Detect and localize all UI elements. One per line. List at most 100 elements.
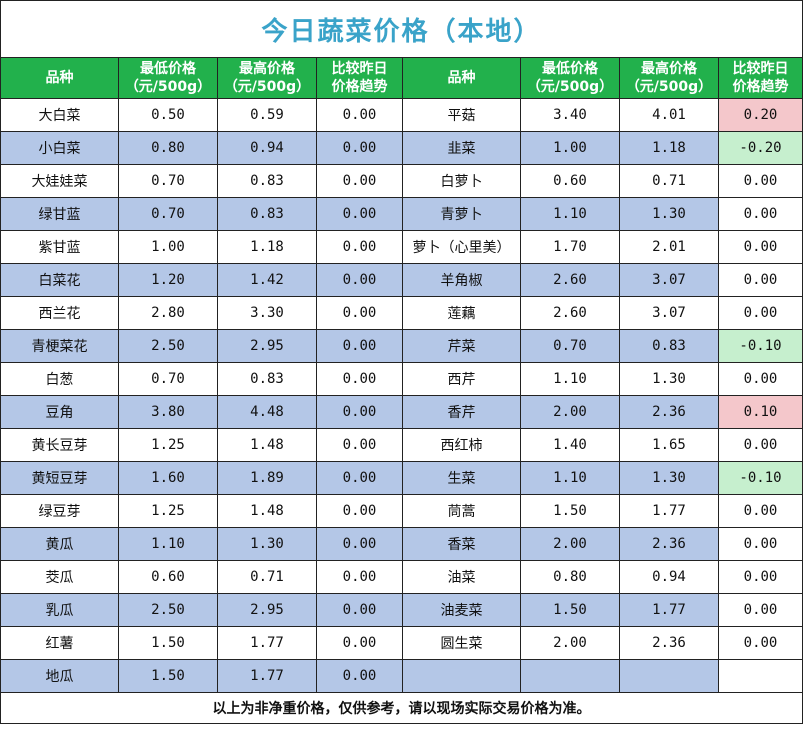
left-min-price-cell: 1.25 (118, 494, 218, 528)
left-max-price-cell: 1.48 (217, 494, 317, 528)
right-price-trend-cell: 0.20 (717, 98, 803, 132)
left-min-price-cell: 1.50 (118, 659, 218, 693)
left-min-price-cell: 0.70 (118, 362, 218, 396)
left-price-trend-cell: 0.00 (316, 98, 403, 132)
left-max-price-cell: 0.71 (217, 560, 317, 594)
header-name-right: 品种 (402, 57, 521, 99)
left-price-trend-cell: 0.00 (316, 395, 403, 429)
left-vegetable-name-cell: 红薯 (0, 626, 119, 660)
right-price-trend-cell: -0.10 (717, 329, 803, 363)
table-row: 茭瓜 0.60 0.71 0.00 油菜 0.80 0.94 0.00 (0, 560, 803, 594)
right-price-trend-cell: -0.10 (717, 461, 803, 495)
right-min-price-cell: 2.00 (520, 527, 620, 561)
left-vegetable-name-cell: 黄瓜 (0, 527, 119, 561)
table-row: 黄瓜 1.10 1.30 0.00 香菜 2.00 2.36 0.00 (0, 527, 803, 561)
left-price-trend-cell: 0.00 (316, 197, 403, 231)
right-min-price-cell: 2.60 (520, 296, 620, 330)
left-min-price-cell: 0.70 (118, 164, 218, 198)
right-price-trend-cell: 0.00 (717, 494, 803, 528)
right-vegetable-name-cell: 西芹 (402, 362, 521, 396)
right-min-price-cell (520, 659, 620, 693)
left-min-price-cell: 1.00 (118, 230, 218, 264)
right-max-price-cell: 1.77 (619, 494, 719, 528)
left-max-price-cell: 1.30 (217, 527, 317, 561)
left-max-price-cell: 0.83 (217, 197, 317, 231)
right-max-price-cell: 1.30 (619, 362, 719, 396)
table-row: 乳瓜 2.50 2.95 0.00 油麦菜 1.50 1.77 0.00 (0, 593, 803, 627)
right-min-price-cell: 1.50 (520, 593, 620, 627)
right-vegetable-name-cell: 白萝卜 (402, 164, 521, 198)
right-price-trend-cell (717, 659, 803, 693)
left-max-price-cell: 3.30 (217, 296, 317, 330)
table-row: 黄长豆芽 1.25 1.48 0.00 西红柿 1.40 1.65 0.00 (0, 428, 803, 462)
header-trend-label: 比较昨日 (331, 61, 388, 77)
left-max-price-cell: 0.83 (217, 164, 317, 198)
right-max-price-cell: 3.07 (619, 296, 719, 330)
right-max-price-cell: 1.77 (619, 593, 719, 627)
left-max-price-cell: 4.48 (217, 395, 317, 429)
header-high-unit: （元/500g） (625, 79, 713, 95)
left-min-price-cell: 0.60 (118, 560, 218, 594)
right-vegetable-name-cell: 油麦菜 (402, 593, 521, 627)
header-trend-right: 比较昨日 价格趋势 (717, 57, 803, 99)
right-min-price-cell: 0.80 (520, 560, 620, 594)
right-vegetable-name-cell: 羊角椒 (402, 263, 521, 297)
right-price-trend-cell: 0.00 (717, 527, 803, 561)
header-low-right: 最低价格 （元/500g） (520, 57, 620, 99)
left-price-trend-cell: 0.00 (316, 263, 403, 297)
right-min-price-cell: 2.60 (520, 263, 620, 297)
left-price-trend-cell: 0.00 (316, 428, 403, 462)
right-vegetable-name-cell: 莲藕 (402, 296, 521, 330)
left-price-trend-cell: 0.00 (316, 362, 403, 396)
right-vegetable-name-cell (402, 659, 521, 693)
left-min-price-cell: 0.50 (118, 98, 218, 132)
left-vegetable-name-cell: 大白菜 (0, 98, 119, 132)
left-min-price-cell: 2.50 (118, 593, 218, 627)
header-trend-label-2: 价格趋势 (732, 79, 789, 95)
table-row: 黄短豆芽 1.60 1.89 0.00 生菜 1.10 1.30 -0.10 (0, 461, 803, 495)
right-min-price-cell: 1.50 (520, 494, 620, 528)
right-min-price-cell: 0.70 (520, 329, 620, 363)
right-price-trend-cell: 0.00 (717, 560, 803, 594)
left-vegetable-name-cell: 青梗菜花 (0, 329, 119, 363)
header-high-left: 最高价格 （元/500g） (217, 57, 317, 99)
left-max-price-cell: 2.95 (217, 593, 317, 627)
header-high-label: 最高价格 (239, 61, 295, 77)
page-title: 今日蔬菜价格（本地） (0, 0, 803, 58)
header-name-left: 品种 (0, 57, 119, 99)
right-vegetable-name-cell: 萝卜（心里美） (402, 230, 521, 264)
right-vegetable-name-cell: 西红柿 (402, 428, 521, 462)
right-max-price-cell: 4.01 (619, 98, 719, 132)
left-max-price-cell: 0.83 (217, 362, 317, 396)
left-max-price-cell: 1.42 (217, 263, 317, 297)
header-trend-label-2: 价格趋势 (331, 79, 388, 95)
left-vegetable-name-cell: 黄短豆芽 (0, 461, 119, 495)
left-price-trend-cell: 0.00 (316, 527, 403, 561)
left-min-price-cell: 1.10 (118, 527, 218, 561)
right-min-price-cell: 1.40 (520, 428, 620, 462)
right-min-price-cell: 1.10 (520, 362, 620, 396)
left-price-trend-cell: 0.00 (316, 230, 403, 264)
left-price-trend-cell: 0.00 (316, 626, 403, 660)
right-vegetable-name-cell: 香菜 (402, 527, 521, 561)
left-vegetable-name-cell: 乳瓜 (0, 593, 119, 627)
right-max-price-cell: 1.30 (619, 461, 719, 495)
left-max-price-cell: 1.18 (217, 230, 317, 264)
right-price-trend-cell: 0.00 (717, 296, 803, 330)
left-price-trend-cell: 0.00 (316, 164, 403, 198)
left-max-price-cell: 2.95 (217, 329, 317, 363)
header-high-unit: （元/500g） (223, 79, 311, 95)
right-min-price-cell: 1.00 (520, 131, 620, 165)
left-vegetable-name-cell: 黄长豆芽 (0, 428, 119, 462)
right-max-price-cell: 2.36 (619, 626, 719, 660)
right-max-price-cell: 1.65 (619, 428, 719, 462)
left-vegetable-name-cell: 紫甘蓝 (0, 230, 119, 264)
header-trend-label: 比较昨日 (732, 61, 789, 77)
left-price-trend-cell: 0.00 (316, 329, 403, 363)
left-min-price-cell: 3.80 (118, 395, 218, 429)
right-vegetable-name-cell: 香芹 (402, 395, 521, 429)
footer-note: 以上为非净重价格，仅供参考，请以现场实际交易价格为准。 (0, 692, 803, 724)
table-row: 红薯 1.50 1.77 0.00 圆生菜 2.00 2.36 0.00 (0, 626, 803, 660)
